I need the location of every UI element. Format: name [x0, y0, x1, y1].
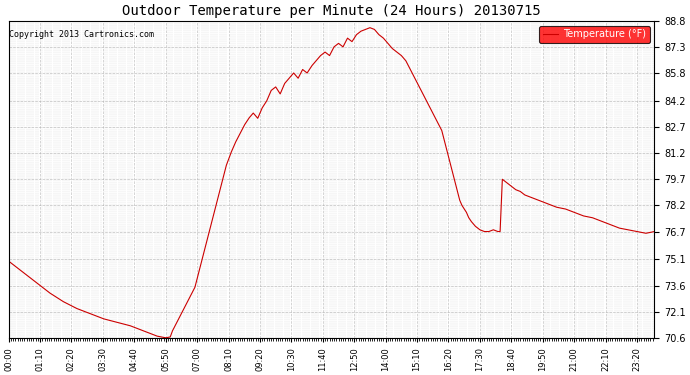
Temperature (°F) [366, 26, 374, 30]
Temperature (°F) [518, 190, 526, 195]
Text: Copyright 2013 Cartronics.com: Copyright 2013 Cartronics.com [9, 30, 154, 39]
Temperature (°F) [575, 212, 583, 216]
Temperature (°F) [651, 229, 659, 234]
Legend: Temperature (°F): Temperature (°F) [540, 26, 649, 44]
Temperature (°F) [221, 168, 229, 173]
Temperature (°F) [148, 332, 157, 337]
Line: Temperature (°F): Temperature (°F) [9, 28, 655, 338]
Temperature (°F) [161, 336, 170, 340]
Title: Outdoor Temperature per Minute (24 Hours) 20130715: Outdoor Temperature per Minute (24 Hours… [122, 4, 541, 18]
Temperature (°F) [132, 326, 141, 330]
Temperature (°F) [433, 120, 442, 124]
Temperature (°F) [5, 259, 13, 263]
